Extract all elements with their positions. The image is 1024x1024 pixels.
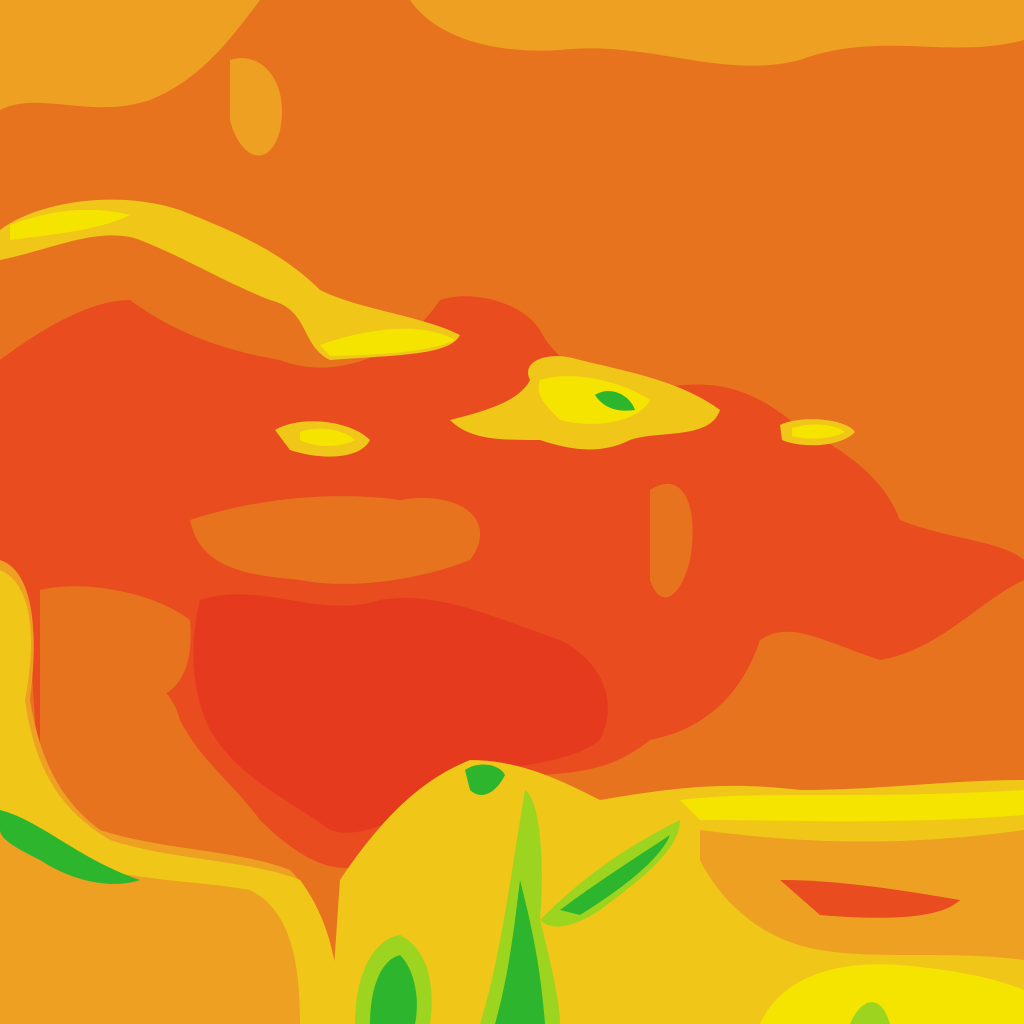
northern-warm-zone bbox=[410, 0, 1024, 66]
hispaniola-peak bbox=[595, 390, 635, 411]
central-america-land bbox=[0, 560, 324, 1024]
cuba-band bbox=[0, 199, 460, 360]
east-cooler-patch bbox=[650, 483, 693, 598]
central-hot-zone-inner bbox=[193, 594, 608, 833]
andes-green bbox=[370, 955, 417, 1024]
northern-warm-zone bbox=[230, 58, 282, 156]
west-cooler-patch bbox=[40, 586, 191, 790]
hispaniola-core bbox=[538, 376, 650, 424]
cuba-core bbox=[10, 209, 130, 240]
andes-green bbox=[495, 880, 545, 1024]
central-america-green bbox=[0, 810, 140, 884]
jamaica-core bbox=[300, 428, 355, 446]
coast-band bbox=[680, 790, 1024, 822]
mid-cooler-patch bbox=[190, 496, 481, 584]
andes-green bbox=[560, 835, 670, 915]
south-yellow bbox=[760, 964, 1024, 1024]
south-america-hot bbox=[780, 880, 960, 918]
puerto-rico-core bbox=[792, 424, 845, 439]
northern-warm-zone bbox=[0, 0, 260, 110]
andes-green bbox=[465, 764, 505, 795]
cuba-core bbox=[320, 328, 455, 356]
central-america-band bbox=[0, 570, 340, 1024]
south-green bbox=[850, 1002, 890, 1024]
